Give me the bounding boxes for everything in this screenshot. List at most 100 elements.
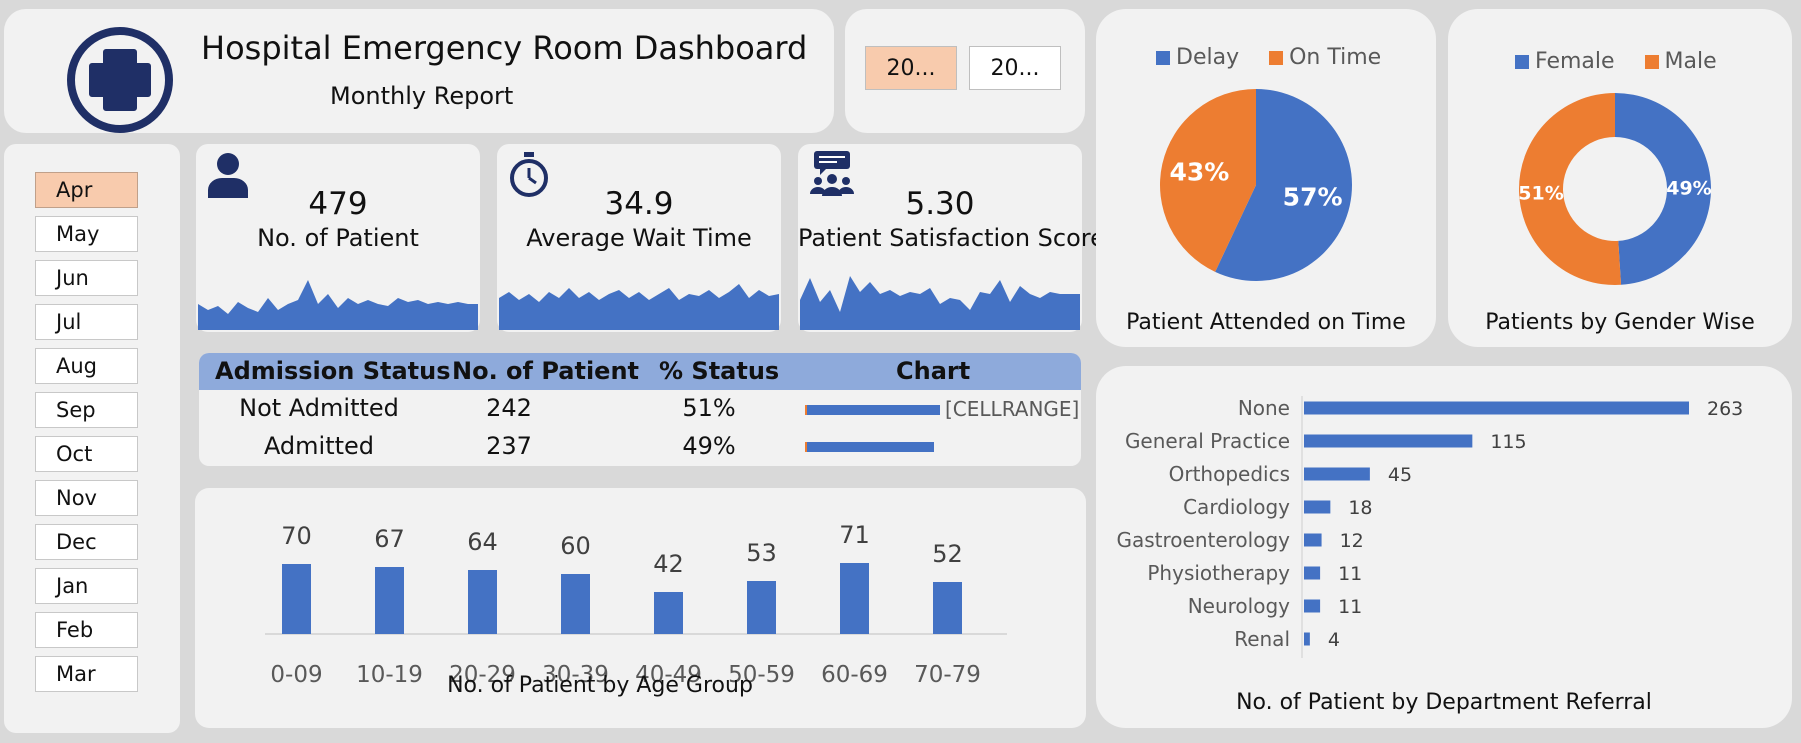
slice-label: 51% — [1518, 182, 1563, 204]
data-label: 12 — [1340, 530, 1364, 552]
category-label: Gastroenterology — [1116, 528, 1290, 552]
column-header: Admission Status — [215, 357, 451, 385]
month-button-apr[interactable]: Apr — [35, 172, 138, 208]
chart-title: Patient Attended on Time — [1126, 310, 1406, 335]
tick-label: 0-09 — [270, 662, 322, 688]
month-button-jul[interactable]: Jul — [35, 304, 138, 340]
month-button-jan[interactable]: Jan — [35, 568, 138, 604]
person-icon — [208, 153, 248, 198]
tick-label: 70-79 — [914, 662, 981, 688]
admission-status-cell: Not Admitted — [239, 394, 399, 422]
legend: Delay On Time — [1156, 45, 1381, 70]
tick-label: 10-19 — [356, 662, 423, 688]
sparkline — [198, 280, 478, 330]
bar — [1304, 500, 1331, 514]
data-label: 71 — [839, 521, 870, 549]
column-header: Chart — [896, 357, 971, 385]
page-subtitle: Monthly Report — [330, 82, 514, 110]
kpi-card-patients: 479 No. of Patient — [196, 144, 480, 332]
slice-label: 49% — [1666, 178, 1711, 200]
tick-label: 20-29 — [449, 662, 516, 688]
month-button-dec[interactable]: Dec — [35, 524, 138, 560]
month-button-aug[interactable]: Aug — [35, 348, 138, 384]
chart-title: No. of Patient by Age Group — [447, 673, 753, 698]
bar — [840, 563, 869, 634]
legend-label: Delay — [1176, 45, 1240, 70]
data-label: 64 — [467, 528, 498, 556]
admission-status-table: Admission Status No. of Patient % Status… — [199, 353, 1081, 466]
data-label: 70 — [281, 522, 312, 550]
data-label: 67 — [374, 525, 405, 553]
bar — [282, 564, 311, 634]
attended-on-time-panel: Delay On Time 57% 43% Patient Attended on… — [1096, 9, 1436, 347]
admission-status-cell: Admitted — [263, 432, 375, 460]
legend-label: Female — [1535, 49, 1615, 74]
page-title: Hospital Emergency Room Dashboard — [201, 29, 808, 67]
age-group-chart-panel: 70 0-09 67 10-19 64 20-29 60 30-39 42 40-49 53 50-5… — [195, 488, 1086, 728]
bar-label: [CELLRANGE] — [945, 397, 1080, 421]
category-label: Cardiology — [1183, 495, 1290, 519]
data-bar — [805, 405, 940, 415]
bar — [375, 567, 404, 634]
department-referral-chart: None 263 General Practice 115 Orthopedics 45 C… — [1116, 396, 1743, 715]
category-label: None — [1238, 396, 1290, 420]
legend-swatch — [1644, 54, 1659, 69]
bar — [1304, 599, 1321, 613]
bar — [654, 592, 683, 634]
stopwatch-icon — [510, 152, 548, 197]
year-button[interactable]: 20... — [865, 46, 957, 90]
month-button-oct[interactable]: Oct — [35, 436, 138, 472]
kpi-label: No. of Patient — [257, 224, 419, 252]
sparkline — [800, 276, 1080, 330]
column-header: No. of Patient — [452, 357, 640, 385]
slice-label: 57% — [1283, 183, 1343, 212]
category-label: Renal — [1234, 627, 1290, 651]
data-label: 42 — [653, 550, 684, 578]
data-label: 4 — [1328, 629, 1340, 651]
table-header: Admission Status No. of Patient % Status… — [199, 353, 1081, 390]
tick-label: 30-39 — [542, 662, 609, 688]
kpi-value: 5.30 — [905, 186, 975, 222]
category-label: Physiotherapy — [1147, 561, 1290, 585]
medical-cross-icon — [67, 27, 173, 133]
month-button-may[interactable]: May — [35, 216, 138, 252]
kpi-label: Patient Satisfaction Score — [798, 224, 1105, 252]
category-label: Orthopedics — [1169, 462, 1290, 486]
data-label: 18 — [1348, 497, 1372, 519]
legend-label: On Time — [1289, 45, 1382, 70]
data-label: 52 — [932, 540, 963, 568]
bar — [747, 581, 776, 634]
month-button-sep[interactable]: Sep — [35, 392, 138, 428]
bar — [933, 582, 962, 634]
tick-label: 60-69 — [821, 662, 888, 688]
kpi-card-wait-time: 34.9 Average Wait Time — [497, 144, 781, 332]
category-label: General Practice — [1125, 429, 1290, 453]
category-label: Neurology — [1188, 594, 1290, 618]
chart-title: Patients by Gender Wise — [1485, 310, 1755, 335]
gender-panel: Female Male 49% 51% Patients by Gender Wi… — [1448, 9, 1792, 347]
kpi-label: Average Wait Time — [526, 224, 752, 252]
kpi-value: 479 — [308, 186, 368, 222]
percent-status-cell: 49% — [682, 432, 736, 460]
year-button[interactable]: 20... — [969, 46, 1061, 90]
header-panel: Hospital Emergency Room Dashboard Monthl… — [4, 9, 834, 133]
kpi-card-satisfaction: 5.30 Patient Satisfaction Score — [798, 144, 1105, 332]
kpi-value: 34.9 — [604, 186, 674, 222]
bar — [1304, 533, 1322, 547]
month-button-jun[interactable]: Jun — [35, 260, 138, 296]
bar — [1304, 401, 1689, 415]
data-label: 263 — [1707, 398, 1743, 420]
month-button-nov[interactable]: Nov — [35, 480, 138, 516]
pie-slice — [1160, 89, 1256, 272]
month-button-mar[interactable]: Mar — [35, 656, 138, 692]
pie-slice — [1215, 89, 1352, 281]
department-referral-panel: None 263 General Practice 115 Orthopedics 45 C… — [1096, 366, 1792, 728]
sparkline — [499, 284, 779, 330]
legend-label: Male — [1664, 49, 1717, 74]
data-label: 45 — [1388, 464, 1412, 486]
legend: Female Male — [1515, 49, 1717, 74]
bar — [1304, 434, 1473, 448]
data-label: 11 — [1338, 596, 1362, 618]
bar — [1304, 566, 1321, 580]
month-button-feb[interactable]: Feb — [35, 612, 138, 648]
